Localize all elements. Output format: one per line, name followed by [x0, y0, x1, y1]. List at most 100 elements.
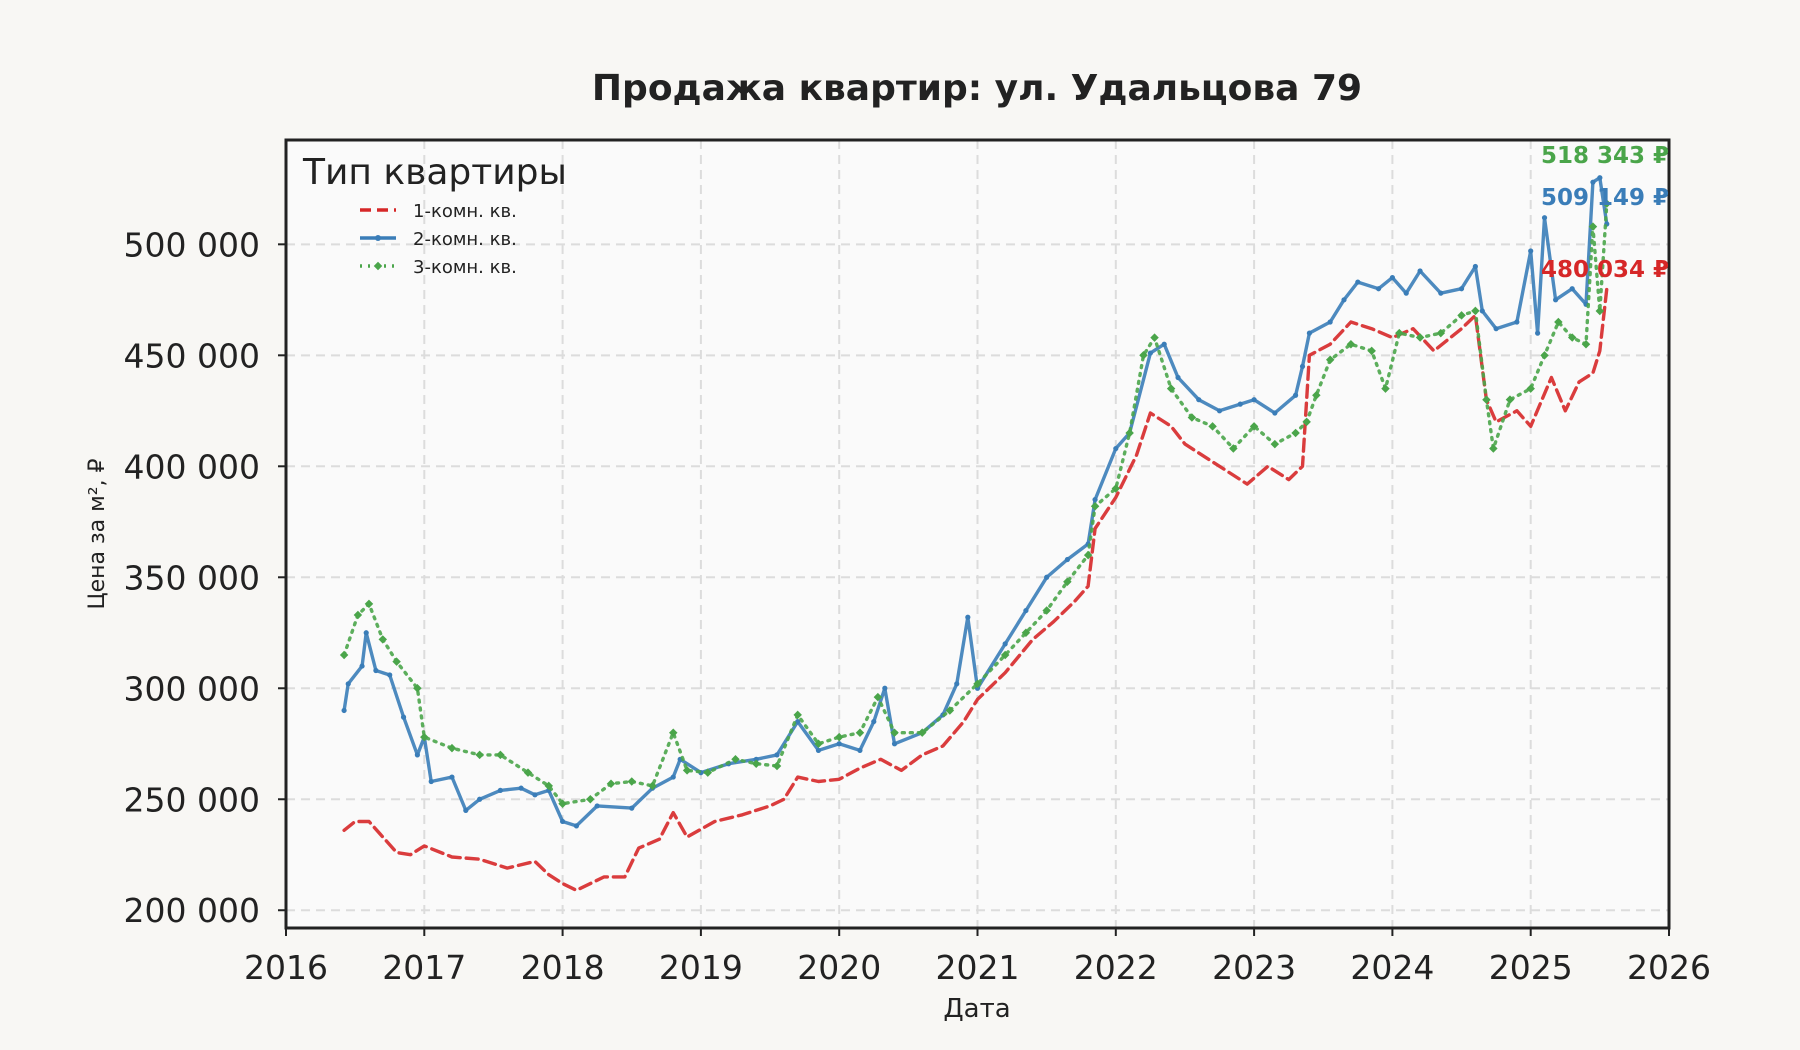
series-2-point-50 — [1175, 374, 1181, 381]
legend-label-1: 1-комн. кв. — [413, 201, 517, 222]
series-2-point-63 — [1389, 275, 1395, 281]
series-2-point-60 — [1341, 297, 1347, 303]
series-3-end-label: 518 343 ₽ — [1541, 143, 1669, 169]
x-tick-label-2026: 2026 — [1627, 948, 1711, 987]
series-3-point-65 — [1554, 317, 1563, 327]
series-3-point-55 — [1395, 328, 1404, 338]
series-3-point-70 — [1602, 199, 1612, 208]
series-3-point-45 — [1229, 444, 1238, 453]
legend-marker-3 — [373, 261, 383, 271]
series-2-point-66 — [1438, 290, 1444, 296]
series-2-point-79 — [1597, 175, 1603, 181]
series-3-point-54 — [1381, 384, 1390, 393]
series-3-point-41 — [1150, 333, 1159, 342]
series-3-point-30 — [945, 706, 955, 715]
series-3-point-15 — [627, 777, 637, 786]
y-axis-label: Цена за м², ₽ — [85, 458, 110, 609]
series-2-point-15 — [532, 792, 538, 798]
series-2-point-61 — [1355, 279, 1361, 285]
series-3-point-35 — [1063, 577, 1072, 586]
x-tick-label-2020: 2020 — [797, 948, 881, 987]
series-2-point-18 — [573, 823, 580, 829]
legend-label-3: 3-комн. кв. — [413, 257, 517, 278]
series-2-point-59 — [1327, 319, 1333, 325]
series-3-point-7 — [447, 743, 457, 753]
legend-marker-2 — [375, 235, 381, 241]
series-2-point-64 — [1403, 290, 1409, 296]
x-tick-label-2018: 2018 — [521, 948, 605, 987]
series-3-point-27 — [873, 692, 883, 702]
series-2-point-71 — [1514, 319, 1520, 325]
y-tick-label-250000: 250 000 — [124, 780, 260, 819]
y-tick-label-200000: 200 000 — [124, 891, 260, 930]
y-axis: 200 000 250 000 300 000 350 000 400 000 450 0… — [124, 225, 286, 930]
x-tick-label-2025: 2025 — [1489, 948, 1573, 987]
series-2-point-20 — [629, 805, 635, 811]
y-tick-label-300000: 300 000 — [124, 669, 260, 708]
series-2-point-72 — [1528, 248, 1534, 254]
legend: Тип квартиры 1-комн. кв. 2-комн. кв. 3-ком… — [302, 152, 567, 278]
series-2-point-31 — [857, 747, 863, 754]
series-2-point-75 — [1552, 297, 1559, 303]
series-2-point-56 — [1292, 392, 1299, 398]
series-3-line — [342, 201, 1609, 806]
series-3-point-16 — [648, 781, 657, 791]
y-tick-label-400000: 400 000 — [124, 447, 260, 486]
series-2-point-4 — [373, 667, 379, 674]
series-3-point-57 — [1436, 328, 1446, 338]
series-3-point-67 — [1581, 339, 1591, 349]
series-2-point-43 — [1064, 556, 1070, 563]
series-3-point-24 — [814, 739, 823, 748]
end-value-labels: 518 343 ₽ 509 149 ₽ 480 034 ₽ — [1541, 143, 1669, 283]
series-2-point-17 — [560, 818, 566, 825]
series-2-point-49 — [1161, 341, 1167, 347]
series-2-point-76 — [1569, 286, 1575, 292]
series-3-point-11 — [544, 781, 553, 791]
series-3-point-23 — [793, 710, 802, 720]
x-tick-label-2019: 2019 — [659, 948, 743, 987]
series-2-point-9 — [428, 778, 434, 785]
series-2-point-40 — [1002, 641, 1008, 647]
series-3-point-0 — [339, 650, 349, 660]
series-2-point-32 — [871, 718, 877, 725]
series-2-point-55 — [1272, 410, 1278, 416]
series-2-point-52 — [1216, 408, 1223, 414]
series-2-group — [341, 175, 1610, 829]
series-2-point-46 — [1113, 445, 1119, 452]
series-2-point-48 — [1147, 350, 1153, 356]
series-3-point-9 — [496, 750, 505, 760]
series-2-end-label: 509 149 ₽ — [1541, 185, 1669, 211]
series-3-point-22 — [772, 761, 782, 771]
series-3-point-19 — [703, 768, 713, 777]
series-3-point-59 — [1471, 306, 1480, 316]
series-2-point-7 — [414, 752, 420, 758]
series-2-point-73 — [1535, 330, 1541, 336]
series-3-point-21 — [751, 759, 761, 768]
series-2-point-67 — [1458, 286, 1465, 292]
series-3-point-68 — [1588, 222, 1598, 231]
series-3-point-13 — [586, 794, 595, 804]
series-2-point-22 — [670, 774, 676, 780]
series-2-point-70 — [1493, 326, 1499, 332]
series-2-point-51 — [1196, 397, 1202, 403]
series-3-point-40 — [1139, 351, 1148, 360]
x-tick-label-2021: 2021 — [936, 948, 1020, 987]
series-3-point-1 — [353, 610, 363, 620]
series-2-point-12 — [477, 796, 483, 802]
legend-title: Тип квартиры — [302, 152, 567, 193]
series-1-line — [342, 286, 1609, 892]
x-tick-label-2024: 2024 — [1350, 948, 1434, 987]
series-3-point-32 — [1000, 650, 1010, 660]
series-3-point-10 — [523, 768, 533, 777]
x-axis: 2016 2017 2018 2019 2020 2021 2022 2023 2024 2025… — [244, 928, 1711, 987]
series-2-point-13 — [497, 787, 503, 793]
series-3-point-62 — [1505, 395, 1515, 404]
series-2-point-27 — [774, 752, 780, 758]
series-2-point-29 — [815, 747, 822, 754]
series-1-group — [342, 286, 1609, 892]
series-1-end-label: 480 034 ₽ — [1541, 257, 1669, 283]
series-2-point-30 — [836, 741, 842, 747]
series-2-point-34 — [891, 741, 898, 747]
x-tick-label-2017: 2017 — [382, 948, 466, 987]
